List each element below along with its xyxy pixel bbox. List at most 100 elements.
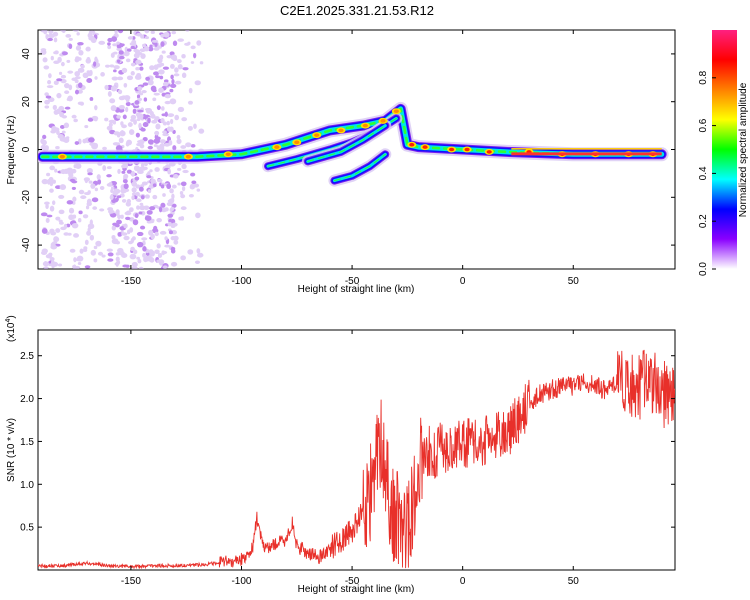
noise-point xyxy=(139,143,145,149)
noise-point xyxy=(146,175,152,179)
noise-point xyxy=(104,117,109,122)
noise-point xyxy=(90,183,96,189)
noise-point xyxy=(169,126,174,132)
noise-point xyxy=(50,231,57,236)
noise-point xyxy=(78,82,83,89)
noise-point xyxy=(54,50,59,55)
noise-point xyxy=(76,255,84,262)
spectrogram-y-label: Frequency (Hz) xyxy=(6,116,17,185)
snr-frame xyxy=(37,329,676,571)
noise-point xyxy=(110,186,115,190)
noise-point xyxy=(142,43,146,48)
noise-point xyxy=(138,186,144,192)
noise-point xyxy=(109,98,116,104)
noise-point xyxy=(120,188,127,194)
noise-point xyxy=(122,179,128,184)
noise-point xyxy=(150,233,155,240)
noise-point xyxy=(64,106,71,110)
noise-point xyxy=(139,202,144,206)
noise-point xyxy=(164,236,168,241)
spectrogram-y-tick-label: 40 xyxy=(21,48,32,60)
noise-point xyxy=(126,48,132,52)
noise-point xyxy=(139,205,146,211)
snr-multiplier-prefix: (x10 xyxy=(6,322,17,342)
noise-point xyxy=(140,53,146,59)
noise-point xyxy=(125,106,129,113)
noise-point xyxy=(117,214,122,219)
spectrogram-x-tick-label: 50 xyxy=(568,276,580,287)
noise-point xyxy=(55,185,62,190)
noise-point xyxy=(82,214,89,219)
noise-point xyxy=(77,42,84,46)
strong-signal-stripe-edge xyxy=(511,148,662,150)
noise-point xyxy=(114,30,118,35)
noise-point xyxy=(122,114,127,120)
noise-point xyxy=(130,170,135,177)
noise-point xyxy=(136,73,142,78)
noise-point xyxy=(99,185,105,190)
noise-point xyxy=(156,259,163,263)
noise-point xyxy=(170,248,176,254)
noise-point xyxy=(94,56,98,63)
noise-point xyxy=(61,130,66,134)
noise-point xyxy=(198,128,205,134)
hotspot-core xyxy=(486,150,492,154)
noise-point xyxy=(113,69,117,73)
noise-point xyxy=(93,258,98,263)
noise-point xyxy=(92,206,98,210)
noise-point xyxy=(112,142,120,146)
noise-point xyxy=(169,63,175,69)
hotspot-core xyxy=(409,142,415,147)
noise-point xyxy=(187,249,194,255)
noise-point xyxy=(42,134,47,140)
noise-point xyxy=(107,90,112,97)
noise-point xyxy=(187,100,193,105)
noise-point xyxy=(125,101,131,107)
noise-point xyxy=(116,114,121,119)
noise-point xyxy=(115,209,120,215)
noise-point xyxy=(93,245,98,250)
noise-point xyxy=(163,79,169,83)
noise-point xyxy=(43,266,49,269)
noise-point xyxy=(59,125,65,129)
snr-multiplier-suffix: ) xyxy=(6,315,17,318)
snr-y-label: SNR (10 * v/v) xyxy=(6,418,17,482)
noise-point xyxy=(141,89,147,94)
noise-point xyxy=(108,122,113,128)
noise-point xyxy=(163,142,171,147)
noise-point xyxy=(91,143,98,150)
noise-point xyxy=(158,69,165,75)
noise-point xyxy=(167,113,175,118)
noise-point xyxy=(196,40,202,46)
noise-point xyxy=(48,263,54,267)
noise-point xyxy=(49,165,56,171)
noise-point xyxy=(167,213,174,218)
noise-point xyxy=(180,181,187,187)
noise-point xyxy=(113,131,120,136)
noise-point xyxy=(118,30,124,34)
noise-point xyxy=(42,261,50,267)
noise-point xyxy=(84,124,89,129)
noise-point xyxy=(56,78,63,82)
noise-point xyxy=(153,92,160,96)
hotspot-core xyxy=(274,145,280,149)
snr-line xyxy=(38,349,675,570)
noise-point xyxy=(73,233,80,238)
noise-point xyxy=(166,120,170,126)
noise-point xyxy=(94,187,99,192)
noise-point xyxy=(44,92,49,97)
noise-point xyxy=(137,170,144,175)
noise-point xyxy=(116,76,124,81)
noise-point xyxy=(187,125,193,131)
noise-point xyxy=(136,241,144,248)
spectrogram-x-ticks: -150 -100 -50 0 50 xyxy=(121,30,579,287)
noise-point xyxy=(145,194,150,199)
noise-point xyxy=(112,190,119,196)
noise-point xyxy=(118,55,125,60)
noise-point xyxy=(169,118,174,125)
noise-point xyxy=(57,263,63,267)
noise-point xyxy=(66,200,74,205)
hotspot-core xyxy=(422,145,428,149)
noise-point xyxy=(149,206,156,211)
